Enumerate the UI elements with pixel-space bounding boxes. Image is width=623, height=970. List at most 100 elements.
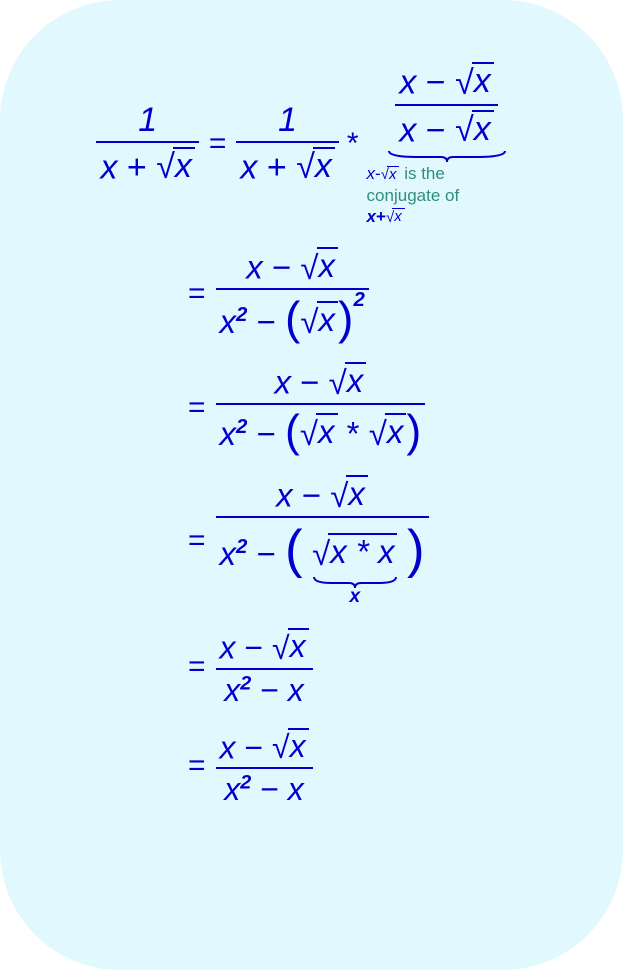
radicand: x xyxy=(385,413,407,450)
exponent-2: 2 xyxy=(240,771,251,793)
fraction-bar xyxy=(96,141,198,143)
sqrt: √ x xyxy=(455,62,494,100)
note-is-the: is the xyxy=(404,164,445,183)
var-x: x xyxy=(220,729,236,765)
numerator: x − √x xyxy=(242,245,342,286)
radicand: x xyxy=(392,208,405,225)
var-x: x xyxy=(220,630,236,666)
note-of: of xyxy=(440,186,459,205)
underbrace-icon xyxy=(387,146,507,163)
fraction: x − √x x2 − ( √x * x xyxy=(216,473,429,608)
minus-sign: − xyxy=(257,303,276,340)
minus-sign: − xyxy=(244,630,263,666)
minus-sign: − xyxy=(260,672,279,708)
multiply-sign: * xyxy=(347,415,360,452)
exponent-2: 2 xyxy=(236,303,247,326)
rhs-fraction-1: 1 x + √ x xyxy=(236,101,338,187)
sqrt: √x * x xyxy=(312,533,397,570)
numerator: x − √x xyxy=(216,626,313,666)
lhs-fraction: 1 x + √ x xyxy=(96,101,198,187)
minus-sign: − xyxy=(257,535,276,572)
derivation: 1 x + √ x = 1 x + xyxy=(0,60,623,930)
radicand: x xyxy=(472,110,494,148)
underbrace-label: x xyxy=(349,587,360,606)
fraction: x − √x x2 − x xyxy=(216,626,313,708)
equals-sign: = xyxy=(188,650,206,684)
denominator: x2 − (√x)2 xyxy=(216,292,369,342)
line-6: = x − √x x2 − x xyxy=(178,726,623,808)
minus-sign: − xyxy=(244,729,263,765)
exponent-2: 2 xyxy=(240,672,251,694)
fraction-bar xyxy=(236,141,338,143)
minus-sign: − xyxy=(260,771,279,807)
radicand: x xyxy=(472,62,494,100)
var-x: x xyxy=(399,64,416,102)
canvas: 1 x + √ x = 1 x + xyxy=(0,0,623,970)
left-paren: ( xyxy=(285,407,300,456)
right-paren: ) xyxy=(338,292,353,344)
radicand: x xyxy=(316,413,338,450)
denominator: x + √ x xyxy=(236,145,338,187)
line-5: = x − √x x2 − x xyxy=(178,626,623,708)
underbrace-group: √x * x x xyxy=(312,533,398,606)
conjugate-fraction: x − √ x x − √ x xyxy=(367,60,527,227)
lhs-denominator: x + √ x xyxy=(96,145,198,187)
left-paren: ( xyxy=(285,520,303,579)
denominator: x2 − x xyxy=(220,672,308,708)
sqrt: √ x xyxy=(156,147,195,185)
minus-sign: − xyxy=(302,477,321,514)
denominator: x2 − (√x * √x) xyxy=(216,407,426,456)
var-x: x xyxy=(399,111,416,149)
sqrt: √x xyxy=(300,413,338,450)
fraction-bar xyxy=(216,288,369,290)
equals-sign: = xyxy=(209,127,227,161)
exponent-2: 2 xyxy=(236,415,247,438)
plus-sign: + xyxy=(376,207,386,226)
exponent-2: 2 xyxy=(353,288,364,311)
radicand: x xyxy=(345,362,367,399)
var-x: x xyxy=(288,672,304,708)
fraction-bar xyxy=(216,668,313,670)
sqrt: √x xyxy=(369,413,407,450)
note-expr-b-x: x xyxy=(367,207,376,226)
sqrt: √x xyxy=(300,301,338,338)
minus-sign: − xyxy=(257,415,276,452)
plus-sign: + xyxy=(267,148,287,186)
denominator: x2 − ( √x * x x ) xyxy=(216,520,429,608)
equals-sign: = xyxy=(188,749,206,783)
denominator: x2 − x xyxy=(220,771,308,807)
line-1: 1 x + √ x = 1 x + xyxy=(0,60,623,227)
sqrt: √x xyxy=(329,362,367,399)
minus-sign: − xyxy=(272,249,291,286)
plus-sign: + xyxy=(127,148,147,186)
numerator: x − √ x xyxy=(395,60,497,102)
radicand: x xyxy=(346,475,368,512)
sqrt: √x xyxy=(300,247,338,284)
sqrt: √x xyxy=(330,475,368,512)
line-3: = x − √x x2 − (√x * √x) xyxy=(178,360,623,455)
var-x: x xyxy=(100,148,117,186)
denominator: x − √ x xyxy=(395,108,497,150)
var-x: x xyxy=(224,771,240,807)
sqrt: √x xyxy=(381,166,400,183)
radicand: x xyxy=(317,301,339,338)
var-x: x xyxy=(224,672,240,708)
equals-sign: = xyxy=(188,524,206,558)
sqrt: √ x xyxy=(296,147,335,185)
fraction-bar xyxy=(216,767,313,769)
minus-sign: − xyxy=(426,64,446,102)
fraction: x − √x x2 − (√x)2 xyxy=(216,245,369,342)
left-paren: ( xyxy=(285,292,300,344)
numerator: x − √x xyxy=(272,473,372,514)
fraction-bar xyxy=(216,516,429,518)
sqrt: √x xyxy=(386,208,405,225)
radicand: x * x xyxy=(328,533,397,570)
radicand: x xyxy=(288,628,309,664)
note-conjugate-word: conjugate xyxy=(367,186,441,205)
minus-sign: − xyxy=(426,111,446,149)
sqrt: √ x xyxy=(455,110,494,148)
numerator: x − √x xyxy=(270,360,370,401)
var-x: x xyxy=(220,303,237,340)
numerator: 1 xyxy=(274,101,301,139)
radicand: x xyxy=(288,728,309,764)
